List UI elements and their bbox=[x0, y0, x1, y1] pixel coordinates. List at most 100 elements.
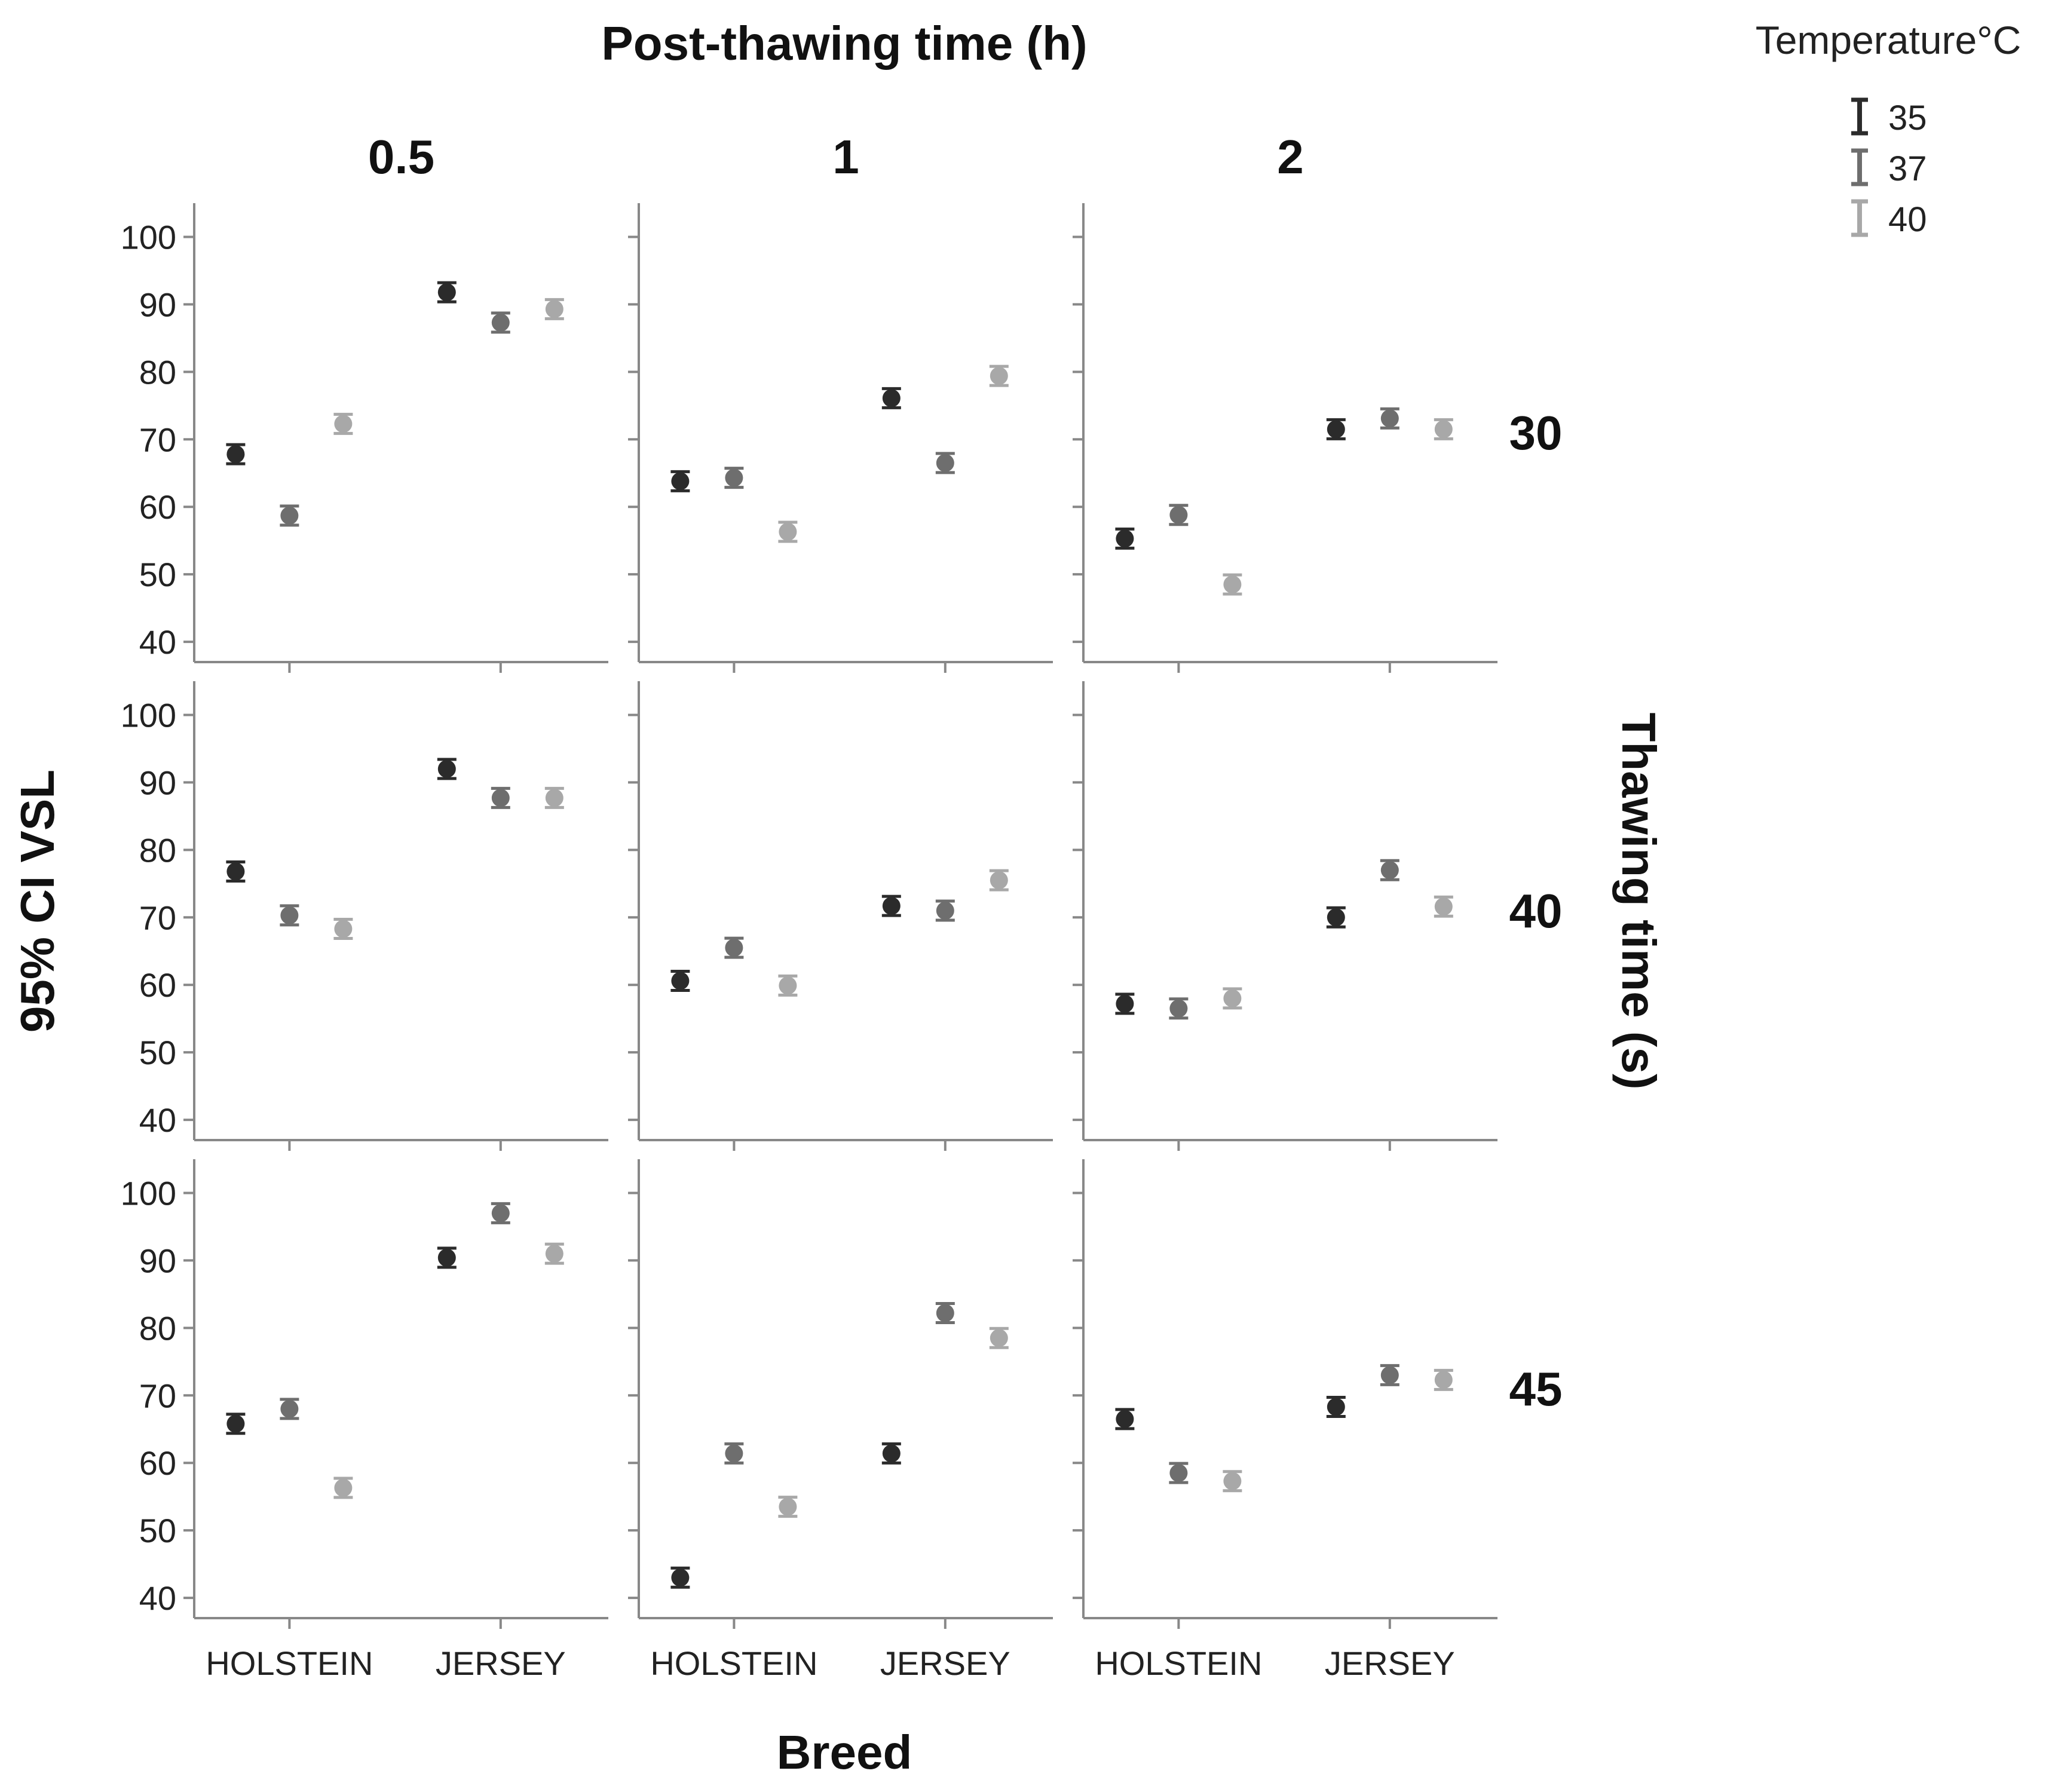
panel-row-45-col-2: HOLSTEIN JERSEY bbox=[1073, 1159, 1497, 1682]
data-point-temp-40 bbox=[334, 920, 353, 938]
x-tick-label: JERSEY bbox=[436, 1644, 566, 1682]
x-axis-title: Breed bbox=[777, 1726, 912, 1779]
data-point-temp-37 bbox=[936, 454, 954, 472]
data-point-temp-35 bbox=[882, 389, 901, 408]
data-point-temp-37 bbox=[725, 468, 743, 487]
y-tick-label: 80 bbox=[139, 1309, 176, 1347]
column-header-0.5: 0.5 bbox=[368, 130, 434, 183]
y-tick-label: 100 bbox=[121, 1174, 176, 1212]
panel-row-45-col-1: HOLSTEIN JERSEY bbox=[628, 1159, 1053, 1682]
legend-label-40: 40 bbox=[1888, 200, 1927, 239]
data-point-temp-35 bbox=[671, 1569, 690, 1587]
y-tick-label: 100 bbox=[121, 218, 176, 256]
legend-title: Temperature°C bbox=[1756, 18, 2022, 62]
data-point-temp-40 bbox=[779, 976, 797, 995]
data-point-temp-40 bbox=[334, 415, 353, 433]
y-tick-label: 90 bbox=[139, 286, 176, 323]
data-point-temp-37 bbox=[1380, 1366, 1399, 1384]
panel-row-40-col-0.5: 40 50 60 70 80 90 100 bbox=[121, 681, 608, 1151]
panel-row-30-col-2 bbox=[1073, 203, 1497, 673]
data-point-temp-40 bbox=[545, 300, 563, 318]
data-point-temp-35 bbox=[1116, 1410, 1134, 1428]
data-point-temp-35 bbox=[882, 1444, 901, 1463]
data-point-temp-35 bbox=[1116, 994, 1134, 1013]
row-header-40: 40 bbox=[1509, 884, 1563, 938]
data-point-temp-37 bbox=[1380, 861, 1399, 880]
y-tick-label: 50 bbox=[139, 1034, 176, 1071]
data-point-temp-35 bbox=[437, 283, 456, 302]
data-point-temp-35 bbox=[437, 1248, 456, 1267]
data-point-temp-37 bbox=[725, 1444, 743, 1463]
data-point-temp-37 bbox=[1169, 506, 1188, 524]
row-axis-title: Thawing time (s) bbox=[1612, 712, 1665, 1089]
x-tick-label: HOLSTEIN bbox=[650, 1644, 817, 1682]
data-point-temp-40 bbox=[990, 1329, 1008, 1347]
y-axis-title: 95% CI VSL bbox=[11, 770, 64, 1033]
data-point-temp-35 bbox=[226, 1414, 245, 1433]
y-tick-label: 80 bbox=[139, 353, 176, 391]
y-tick-label: 70 bbox=[139, 1377, 176, 1414]
x-tick-label: JERSEY bbox=[880, 1644, 1010, 1682]
chart-title: Post-thawing time (h) bbox=[601, 17, 1087, 70]
data-point-temp-40 bbox=[545, 789, 563, 807]
y-tick-label: 60 bbox=[139, 488, 176, 526]
data-point-temp-40 bbox=[1223, 989, 1242, 1007]
data-point-temp-40 bbox=[990, 871, 1008, 890]
data-point-temp-37 bbox=[280, 1399, 299, 1418]
y-tick-label: 70 bbox=[139, 899, 176, 936]
data-point-temp-37 bbox=[936, 902, 954, 920]
data-point-temp-40 bbox=[779, 1497, 797, 1516]
data-point-temp-37 bbox=[491, 313, 510, 332]
x-tick-label: HOLSTEIN bbox=[206, 1644, 373, 1682]
y-tick-label: 40 bbox=[139, 623, 176, 661]
y-tick-label: 50 bbox=[139, 1512, 176, 1549]
y-tick-label: 40 bbox=[139, 1579, 176, 1617]
data-point-temp-40 bbox=[1223, 575, 1242, 594]
data-point-temp-37 bbox=[936, 1304, 954, 1322]
data-point-temp-35 bbox=[1327, 1398, 1345, 1416]
data-point-temp-40 bbox=[1434, 897, 1453, 916]
legend-label-35: 35 bbox=[1888, 99, 1927, 137]
legend: Temperature°C 35 37 40 bbox=[1756, 18, 2022, 239]
column-header-2: 2 bbox=[1277, 130, 1304, 183]
data-point-temp-40 bbox=[334, 1479, 353, 1497]
data-point-temp-35 bbox=[437, 759, 456, 778]
y-tick-label: 90 bbox=[139, 1242, 176, 1279]
y-tick-label: 70 bbox=[139, 421, 176, 458]
x-tick-label: JERSEY bbox=[1325, 1644, 1455, 1682]
panel-row-30-col-1 bbox=[628, 203, 1053, 673]
data-point-temp-37 bbox=[1380, 409, 1399, 428]
data-point-temp-40 bbox=[545, 1245, 563, 1263]
data-point-temp-35 bbox=[226, 862, 245, 881]
x-tick-label: HOLSTEIN bbox=[1095, 1644, 1262, 1682]
data-point-temp-35 bbox=[671, 972, 690, 990]
data-point-temp-40 bbox=[779, 523, 797, 541]
y-tick-label: 100 bbox=[121, 696, 176, 734]
y-tick-label: 60 bbox=[139, 966, 176, 1004]
data-point-temp-40 bbox=[1434, 1371, 1453, 1389]
row-header-30: 30 bbox=[1509, 406, 1563, 460]
data-point-temp-35 bbox=[1327, 908, 1345, 927]
panel-row-40-col-1 bbox=[628, 681, 1053, 1151]
data-point-temp-40 bbox=[1434, 420, 1453, 439]
y-tick-label: 40 bbox=[139, 1101, 176, 1139]
data-point-temp-35 bbox=[1116, 529, 1134, 548]
panel-row-40-col-2 bbox=[1073, 681, 1497, 1151]
data-point-temp-40 bbox=[1223, 1472, 1242, 1490]
data-point-temp-40 bbox=[990, 367, 1008, 385]
data-point-temp-35 bbox=[226, 445, 245, 464]
data-point-temp-37 bbox=[491, 1204, 510, 1223]
row-header-45: 45 bbox=[1509, 1362, 1563, 1416]
legend-label-37: 37 bbox=[1888, 149, 1927, 188]
data-point-temp-35 bbox=[1327, 420, 1345, 439]
y-tick-label: 60 bbox=[139, 1444, 176, 1482]
data-point-temp-35 bbox=[671, 472, 690, 491]
y-tick-label: 90 bbox=[139, 764, 176, 801]
y-tick-label: 50 bbox=[139, 556, 176, 593]
data-point-temp-37 bbox=[280, 506, 299, 525]
data-point-temp-35 bbox=[882, 897, 901, 915]
data-point-temp-37 bbox=[280, 906, 299, 924]
data-point-temp-37 bbox=[1169, 1464, 1188, 1482]
